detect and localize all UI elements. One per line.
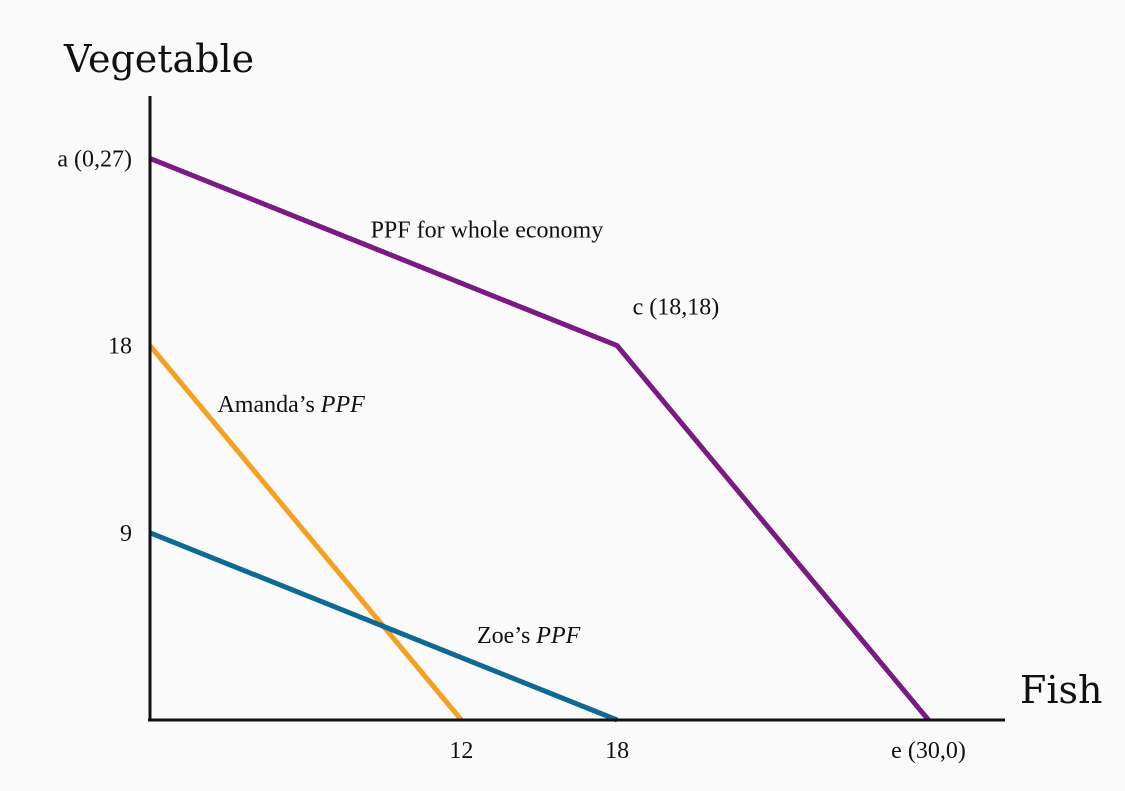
y-axis-label: Vegetable — [63, 37, 254, 81]
annotation-economy: PPF for whole economy — [371, 217, 604, 243]
annotation-amanda: Amanda’s PPF — [217, 392, 365, 418]
y-tick-label: 9 — [120, 521, 132, 547]
annotation-layer: PPF for whole economy c (18,18) Amanda’s P… — [217, 217, 719, 649]
x-tick-label: 12 — [449, 738, 473, 764]
annotation-c-point: c (18,18) — [633, 294, 720, 320]
series-line-economy — [149, 156, 931, 722]
tick-layer: 12 18 e (30,0) a (0,27) 18 9 — [57, 146, 965, 764]
series-line-amanda — [148, 344, 464, 722]
y-tick-label: a (0,27) — [57, 146, 132, 172]
x-axis-label: Fish — [1020, 668, 1103, 712]
annotation-zoe: Zoe’s PPF — [477, 623, 581, 649]
y-tick-label: 18 — [108, 334, 132, 360]
x-tick-label: 18 — [605, 738, 629, 764]
series-layer — [148, 156, 931, 723]
series-line-zoe — [149, 530, 619, 723]
x-tick-label: e (30,0) — [891, 738, 966, 764]
